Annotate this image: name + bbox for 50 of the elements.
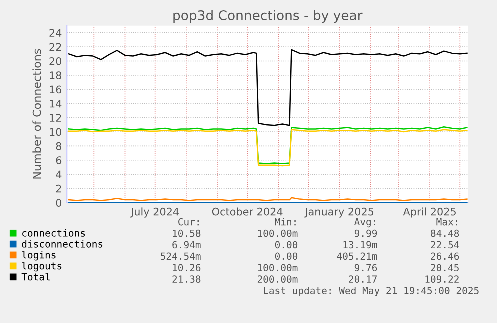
text: 524.54m	[160, 252, 201, 260]
text: 13.19m	[344, 241, 378, 249]
legend-label: connections	[22, 229, 86, 237]
text: 10.26	[173, 264, 201, 272]
text: 109.22	[426, 276, 459, 284]
y-tick-label: 0	[56, 199, 62, 207]
y-tick-label: 14	[50, 100, 62, 108]
legend-label: logouts	[22, 262, 62, 272]
x-tick-label: April 2025	[403, 208, 456, 218]
text: 22.54	[431, 241, 460, 249]
x-tick-label: October 2024	[212, 208, 283, 216]
text: 405.21m	[337, 252, 378, 260]
y-axis-title: Number of Connections	[32, 49, 42, 179]
y-tick-label: 20	[50, 57, 62, 66]
text: 9.99	[354, 230, 378, 238]
text: 100.00m	[258, 230, 298, 238]
text: 9.76	[354, 264, 378, 272]
x-tick-label: July 2024	[130, 208, 180, 218]
y-tick-label: 12	[50, 114, 62, 122]
y-tick-label: 4	[56, 170, 62, 178]
y-tick-label: 2	[56, 184, 62, 193]
text: 0.00	[275, 252, 298, 260]
y-tick-label: 8	[56, 142, 62, 150]
text: 84.48	[431, 230, 460, 238]
line-series	[68, 49, 468, 126]
y-tick-label: 16	[50, 86, 62, 94]
text: Last update: Wed May 21 19:45:00 2025	[264, 286, 479, 296]
text: 6.94m	[172, 241, 201, 249]
y-tick-label: 6	[56, 156, 62, 164]
text: 10.58	[173, 230, 201, 238]
legend-label: disconnections	[22, 240, 103, 248]
text: 20.45	[431, 264, 459, 272]
text: Min:	[275, 218, 296, 226]
text: 200.00m	[258, 276, 298, 284]
chart-title: pop3d Connections - by year	[174, 10, 363, 24]
text: 100.00m	[258, 264, 298, 272]
text: Avg:	[354, 218, 376, 228]
legend-label: Total	[22, 273, 50, 281]
legend-label: logins	[22, 251, 56, 261]
text: 0.00	[275, 241, 298, 249]
y-tick-label: 10	[50, 128, 62, 136]
text: Max:	[436, 218, 458, 226]
text: 21.38	[172, 276, 201, 284]
text: 20.17	[349, 276, 377, 284]
y-tick-label: 24	[50, 29, 62, 37]
text: Cur:	[178, 218, 199, 226]
text: 26.46	[431, 252, 460, 260]
y-tick-label: 18	[50, 72, 62, 80]
x-tick-label: January 2025	[304, 208, 374, 218]
y-tick-label: 22	[50, 43, 62, 52]
